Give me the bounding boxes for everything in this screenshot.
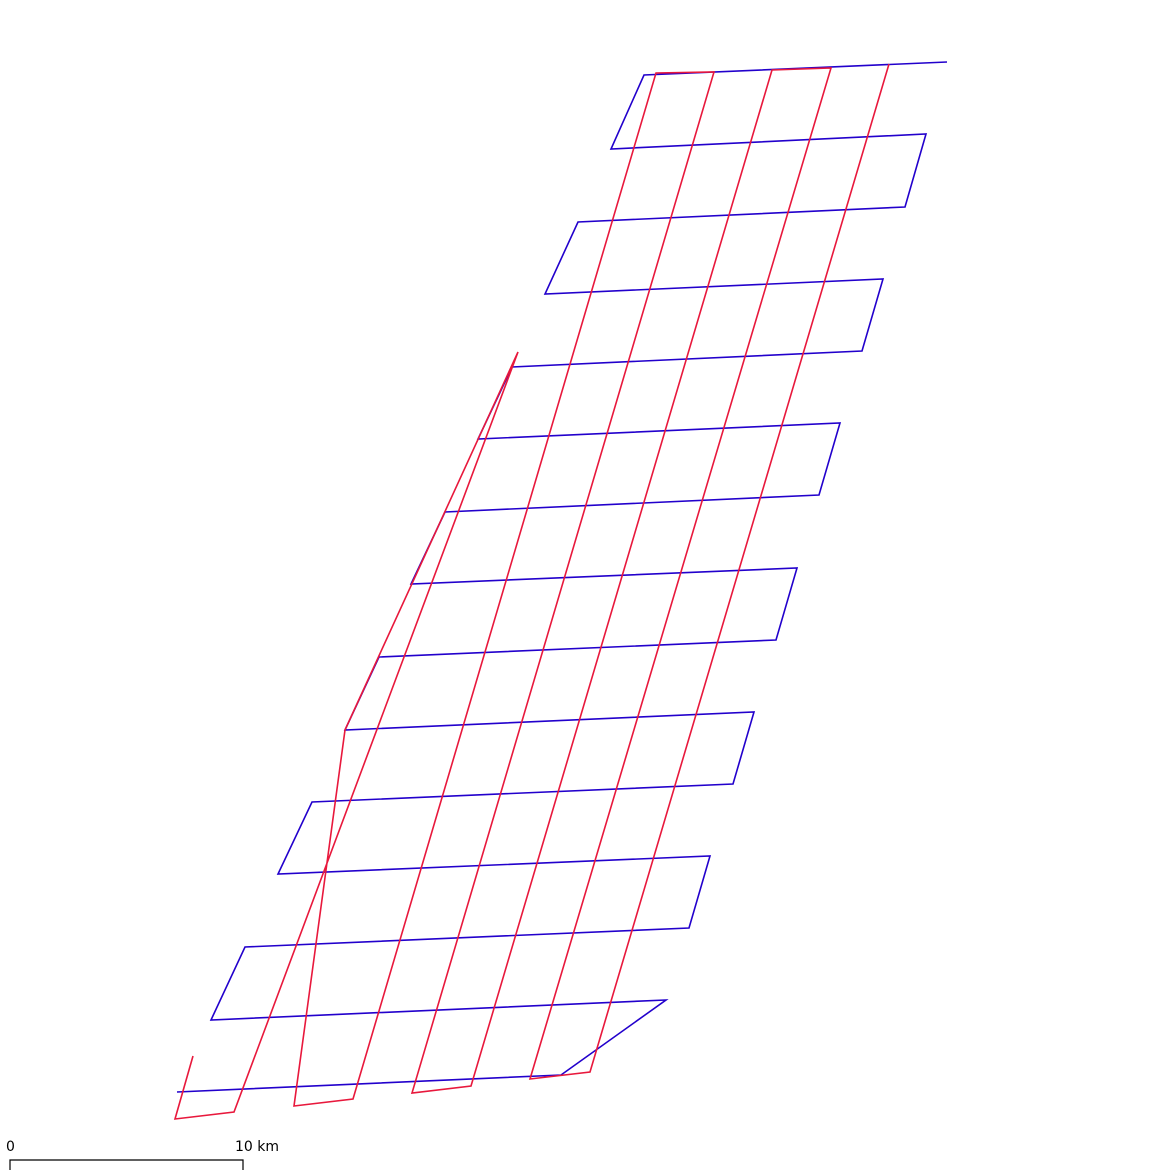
scale-bar-line — [9, 1159, 244, 1170]
blue-flight-path — [176, 61, 948, 1093]
scale-bar: 0 10 km — [6, 1139, 279, 1170]
scale-bar-start-label: 0 — [6, 1139, 15, 1155]
red-flight-path — [173, 63, 890, 1120]
scale-bar-end-label: 10 km — [235, 1139, 279, 1155]
